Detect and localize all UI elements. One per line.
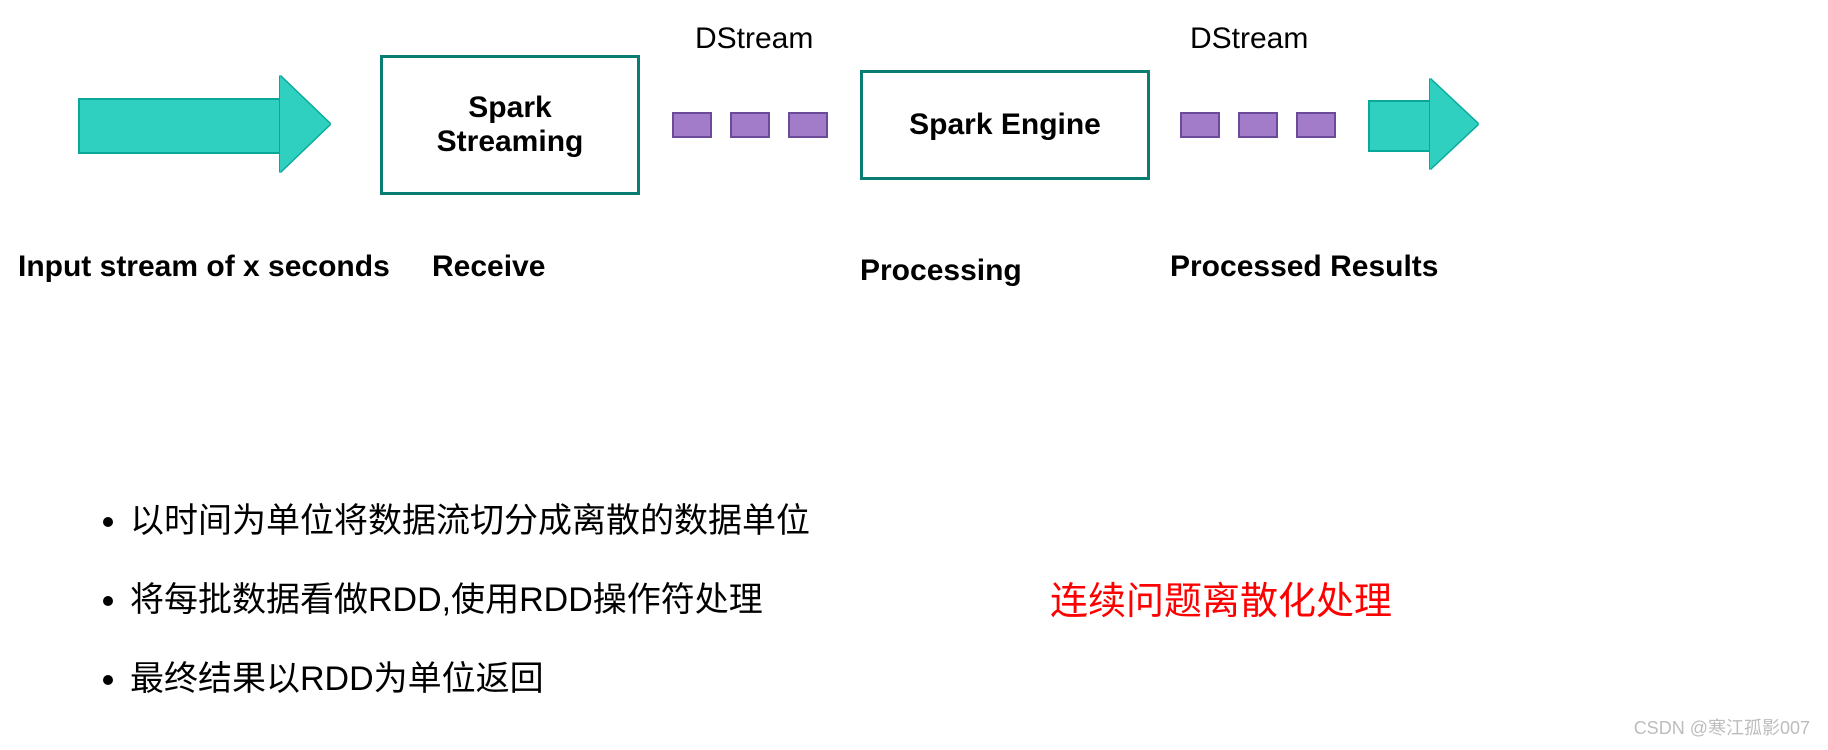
caption-processing: Processing bbox=[860, 254, 1022, 288]
bullet-item: 以时间为单位将数据流切分成离散的数据单位 bbox=[130, 496, 1130, 547]
spark-streaming-box: Spark Streaming bbox=[380, 55, 640, 195]
spark-engine-box: Spark Engine bbox=[860, 70, 1150, 180]
red-note: 连续问题离散化处理 bbox=[1050, 570, 1392, 625]
batch-block bbox=[1238, 112, 1278, 138]
bullet-list: 以时间为单位将数据流切分成离散的数据单位将每批数据看做RDD,使用RDD操作符处… bbox=[90, 496, 1130, 733]
caption-results: Processed Results bbox=[1170, 250, 1438, 284]
batch-block bbox=[672, 112, 712, 138]
bullet-item: 将每批数据看做RDD,使用RDD操作符处理 bbox=[130, 575, 1130, 626]
box1-label-line1: Spark bbox=[437, 91, 584, 125]
batch-block bbox=[1180, 112, 1220, 138]
watermark: CSDN @寒江孤影007 bbox=[1634, 714, 1810, 740]
batch-group-2 bbox=[1180, 112, 1336, 138]
caption-receive: Receive bbox=[432, 250, 545, 284]
bullet-item: 最终结果以RDD为单位返回 bbox=[130, 654, 1130, 705]
batch-block bbox=[788, 112, 828, 138]
box1-label-line2: Streaming bbox=[437, 125, 584, 159]
dstream-label-2: DStream bbox=[1190, 22, 1308, 56]
caption-input: Input stream of x seconds bbox=[18, 250, 390, 284]
batch-group-1 bbox=[672, 112, 828, 138]
flow-diagram: Spark Streaming DStream Spark Engine DSt… bbox=[0, 0, 1828, 300]
batch-block bbox=[730, 112, 770, 138]
box2-label: Spark Engine bbox=[909, 108, 1101, 142]
batch-block bbox=[1296, 112, 1336, 138]
dstream-label-1: DStream bbox=[695, 22, 813, 56]
